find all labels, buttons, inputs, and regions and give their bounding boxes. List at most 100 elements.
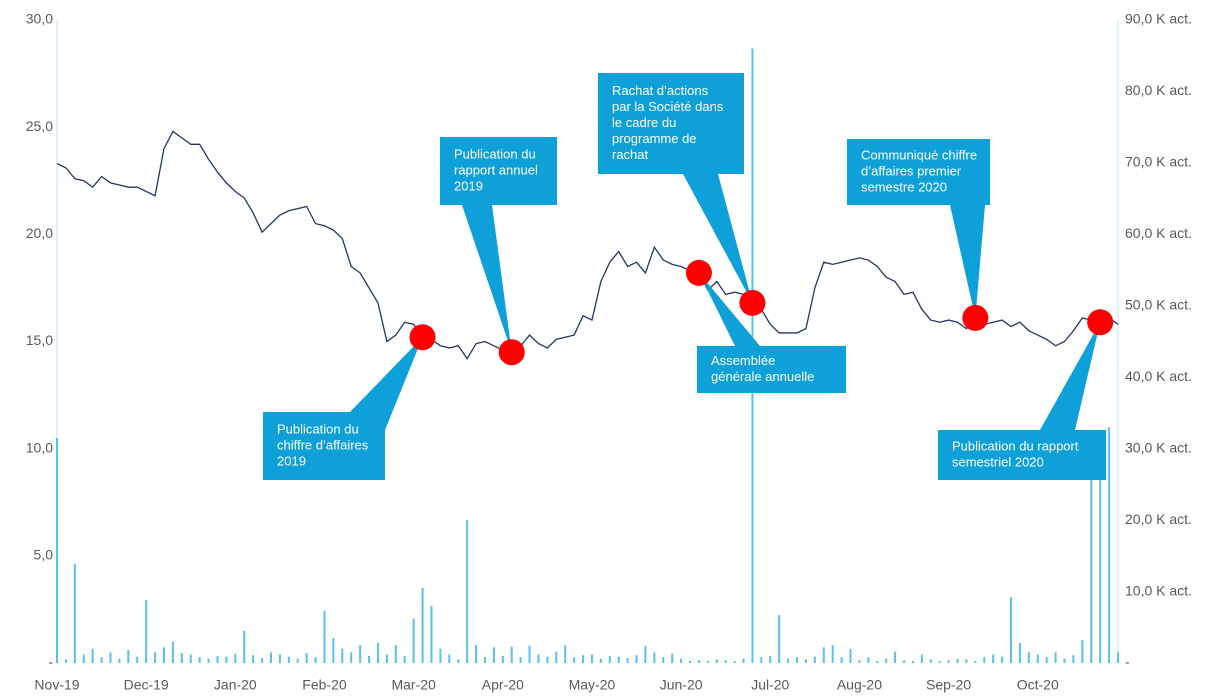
volume-bar: [162, 647, 165, 663]
volume-bar: [671, 653, 674, 663]
volume-bar: [127, 650, 130, 663]
volume-bar: [1081, 640, 1084, 663]
volume-bar: [885, 658, 888, 663]
volume-bar: [617, 656, 620, 663]
callout-text: semestriel 2020: [952, 454, 1044, 469]
volume-bar: [412, 618, 415, 663]
y2-tick-label: 90,0 K act.: [1125, 11, 1192, 27]
callout-text: Publication du rapport: [952, 438, 1079, 453]
volume-bar: [198, 657, 201, 663]
volume-bar: [983, 657, 986, 663]
volume-bar: [466, 520, 469, 663]
volume-bar: [894, 651, 897, 663]
volume-bar: [189, 654, 192, 663]
volume-bar: [608, 655, 611, 663]
volume-bar: [492, 647, 495, 663]
volume-bar: [804, 659, 807, 663]
volume-bar: [582, 655, 585, 663]
volume-bar: [733, 660, 736, 663]
volume-bar: [430, 605, 433, 663]
volume-bar: [1001, 656, 1004, 663]
y2-tick-label: 80,0 K act.: [1125, 82, 1192, 98]
volume-bar: [903, 660, 906, 663]
volume-bar: [546, 656, 549, 663]
y2-tick-label: 20,0 K act.: [1125, 511, 1192, 527]
volume-bar: [867, 657, 870, 663]
volume-bar: [314, 657, 317, 663]
volume-bar: [555, 651, 558, 663]
volume-bar: [394, 645, 397, 663]
volume-bar: [252, 655, 255, 663]
volume-bar: [858, 660, 861, 663]
x-tick-label: Mar-20: [391, 677, 436, 693]
callout-text: Publication du: [454, 146, 536, 161]
volume-bar: [1108, 427, 1111, 663]
volume-bar: [501, 655, 504, 663]
volume-bar: [662, 657, 665, 663]
volume-bar: [564, 645, 567, 663]
volume-bar: [278, 654, 281, 663]
volume-bar: [822, 647, 825, 663]
volume-bar: [439, 648, 442, 663]
volume-bar: [653, 652, 656, 663]
y-tick-label: 15,0: [26, 332, 53, 348]
y2-tick-label: -: [1125, 654, 1130, 670]
volume-bar: [796, 657, 799, 663]
volume-bar: [635, 655, 638, 663]
volume-bar: [448, 654, 451, 663]
volume-bar: [519, 657, 522, 663]
volume-bar: [787, 658, 790, 663]
volume-bar: [475, 645, 478, 663]
volume-bar: [599, 658, 602, 663]
callout-text: Rachat d’actions: [612, 83, 709, 98]
x-tick-label: Dec-19: [124, 677, 169, 693]
volume-bar: [359, 645, 362, 663]
volume-bar: [234, 653, 237, 663]
volume-bar: [483, 657, 486, 663]
volume-bar: [1063, 658, 1066, 663]
volume-bar: [1036, 654, 1039, 663]
event-marker: [685, 259, 712, 286]
callout-text: Assemblée: [711, 353, 775, 368]
volume-bar: [680, 658, 683, 663]
volume-bar: [243, 630, 246, 663]
volume-bar: [1072, 655, 1075, 663]
volume-bar: [920, 654, 923, 663]
event-marker: [739, 289, 766, 316]
callout-text: par la Société dans: [612, 99, 724, 114]
volume-bar: [1010, 597, 1013, 663]
y2-tick-label: 10,0 K act.: [1125, 582, 1192, 598]
volume-bar: [296, 658, 299, 663]
callout-pointer: [350, 337, 423, 430]
callout-text: Publication du: [277, 421, 359, 436]
volume-bar: [1090, 448, 1093, 663]
callout-text: rachat: [612, 147, 649, 162]
callout-pointer: [462, 205, 512, 353]
volume-bar: [403, 655, 406, 663]
callout-text: rapport annuel: [454, 162, 538, 177]
volume-bar: [697, 660, 700, 663]
volume-bar: [528, 645, 531, 663]
callout-text: Communiqué chiffre: [861, 147, 977, 162]
y-tick-label: 5,0: [34, 547, 54, 563]
volume-bar: [742, 658, 745, 663]
volume-bar: [323, 610, 326, 663]
volume-bar: [911, 660, 914, 663]
volume-bar: [644, 645, 647, 663]
volume-bar: [813, 656, 816, 663]
volume-bar: [831, 645, 834, 663]
callout-pointer: [683, 174, 753, 303]
volume-bar: [1117, 652, 1119, 663]
volume-bar: [56, 437, 58, 663]
volume-bar: [385, 654, 388, 663]
callout-box: [938, 430, 1106, 480]
callout-pointer: [1040, 322, 1101, 430]
volume-bar: [1054, 652, 1057, 663]
callout-text: d’affaires premier: [861, 163, 962, 178]
volume-bar: [760, 657, 763, 663]
volume-bar: [590, 654, 593, 663]
callout-box: [598, 73, 744, 174]
x-tick-label: Jun-20: [660, 677, 703, 693]
volume-bar: [100, 657, 103, 663]
volume-bar: [974, 660, 977, 663]
